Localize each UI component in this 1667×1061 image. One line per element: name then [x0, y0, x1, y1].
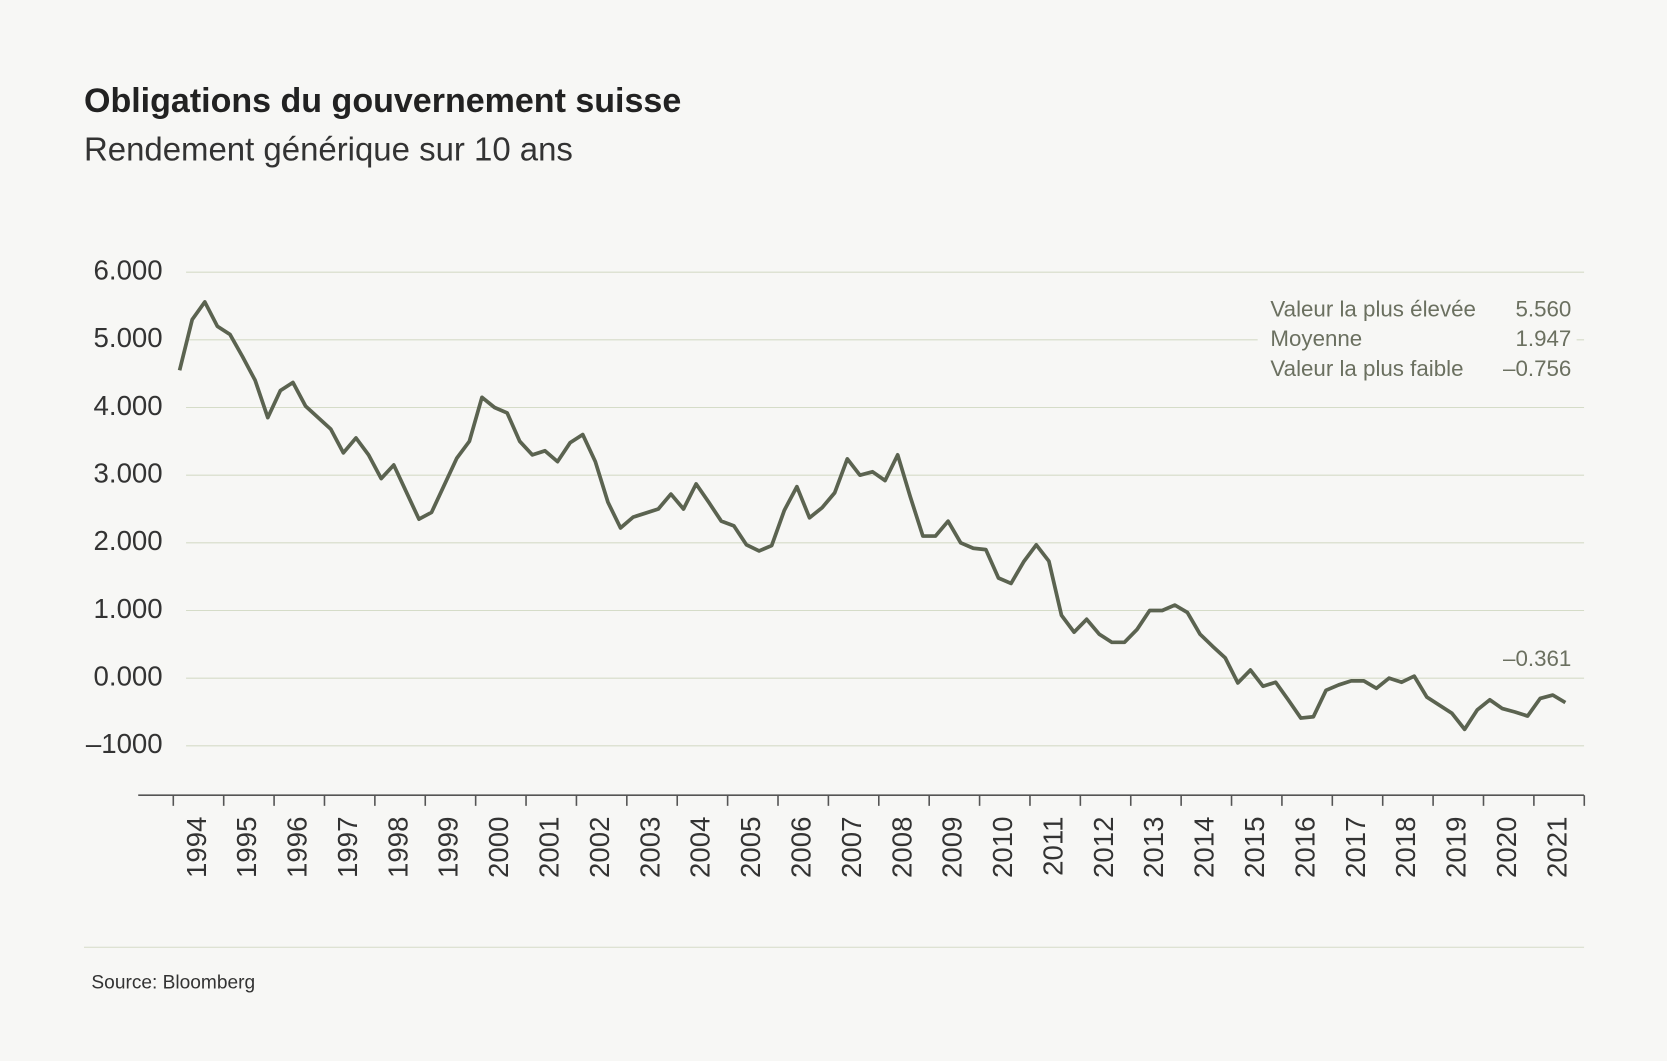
- x-tick-label: 2003: [634, 816, 665, 877]
- y-tick-label: 3.000: [94, 457, 163, 488]
- x-tick-label: 1999: [433, 816, 464, 877]
- x-tick-label: 1995: [231, 816, 262, 877]
- x-tick-label: 2015: [1239, 816, 1270, 877]
- stat-value: 1.947: [1515, 326, 1571, 351]
- y-tick-label: 0.000: [94, 660, 163, 691]
- y-tick-label: 5.000: [94, 322, 163, 353]
- x-tick-label: 2021: [1541, 816, 1572, 877]
- x-tick-label: 2004: [685, 816, 716, 877]
- x-tick-label: 2010: [987, 816, 1018, 877]
- stat-label: Moyenne: [1270, 326, 1362, 351]
- stat-value: 5.560: [1515, 296, 1571, 321]
- x-tick-label: 2009: [937, 816, 968, 877]
- stats-bg: [1257, 325, 1577, 356]
- x-tick-label: 2006: [785, 816, 816, 877]
- x-tick-label: 2011: [1037, 816, 1068, 875]
- chart-subtitle: Rendement générique sur 10 ans: [84, 131, 573, 168]
- x-tick-label: 1994: [181, 816, 212, 877]
- x-tick-label: 2014: [1189, 816, 1220, 877]
- y-tick-label: 2.000: [94, 525, 163, 556]
- y-tick-label: –1000: [86, 728, 163, 759]
- x-tick-label: 1998: [382, 816, 413, 877]
- y-tick-label: 4.000: [94, 390, 163, 421]
- x-tick-label: 2018: [1390, 816, 1421, 877]
- x-tick-label: 2013: [1138, 816, 1169, 877]
- stat-label: Valeur la plus élevée: [1270, 296, 1476, 321]
- x-tick-label: 2012: [1088, 816, 1119, 877]
- x-tick-label: 2019: [1441, 816, 1472, 877]
- source: Source: Bloomberg: [91, 972, 255, 993]
- x-tick-label: 1997: [332, 816, 363, 877]
- line-series: [177, 300, 1567, 732]
- stats-bg: [1257, 295, 1577, 326]
- stat-value: –0.756: [1503, 356, 1571, 381]
- y-tick-label: 1.000: [94, 593, 163, 624]
- y-tick-label: 6.000: [94, 254, 163, 285]
- x-tick-label: 1996: [282, 816, 313, 877]
- data-label: –0.361: [1503, 646, 1571, 671]
- x-tick-label: 2016: [1289, 816, 1320, 877]
- chart-title: Obligations du gouvernement suisse: [84, 82, 681, 120]
- x-tick-label: 2007: [836, 816, 867, 877]
- x-tick-label: 2000: [483, 816, 514, 877]
- x-tick-label: 2017: [1340, 816, 1371, 877]
- x-tick-label: 2008: [886, 816, 917, 877]
- stats-bg: [1257, 355, 1577, 385]
- x-tick-label: 2001: [534, 816, 565, 877]
- x-tick-label: 2005: [735, 816, 766, 877]
- x-tick-label: 2002: [584, 816, 615, 877]
- stat-label: Valeur la plus faible: [1270, 356, 1463, 381]
- x-tick-label: 2020: [1491, 816, 1522, 877]
